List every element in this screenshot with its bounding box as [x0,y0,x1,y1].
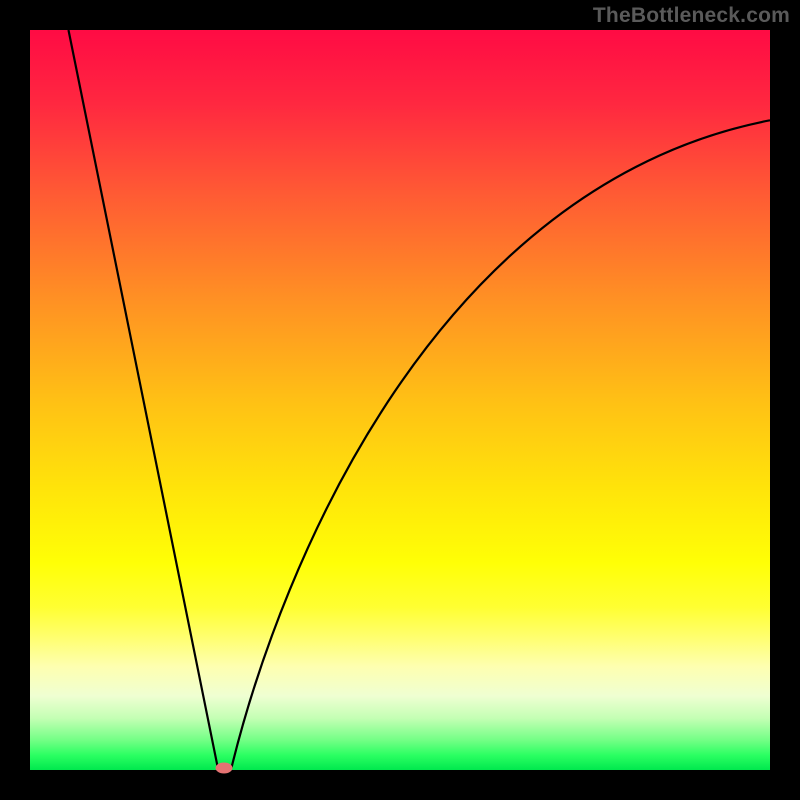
chart-plot-area [30,30,770,770]
bottleneck-curve [30,30,770,770]
minimum-marker [215,762,232,773]
attribution-text: TheBottleneck.com [593,4,790,28]
